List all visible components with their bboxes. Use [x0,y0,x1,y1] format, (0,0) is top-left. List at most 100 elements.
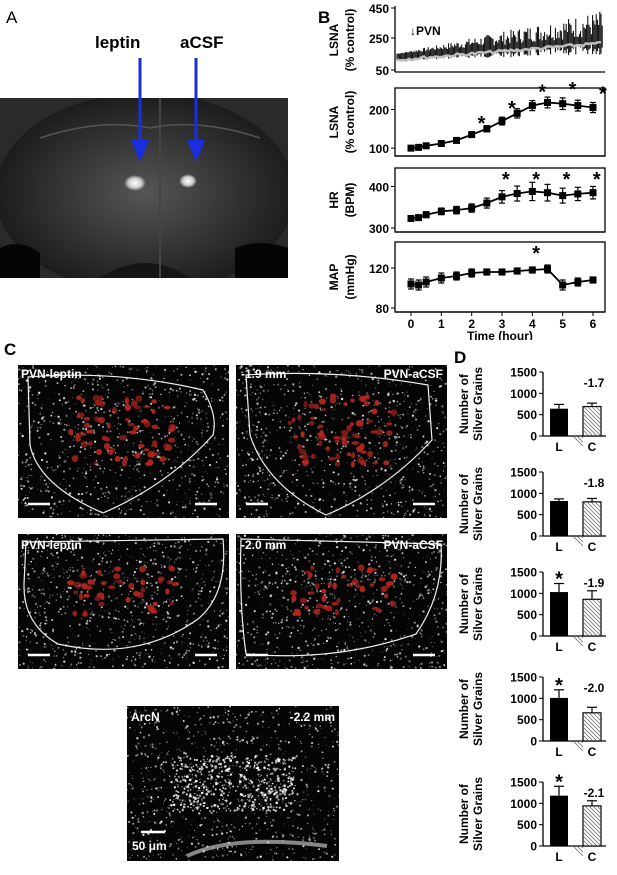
silver-grain [180,586,183,589]
silver-grain [206,422,209,425]
silver-grain [243,779,245,781]
silver-grain [244,415,246,417]
silver-grain [281,501,283,502]
silver-grain [46,572,49,575]
silver-grain [269,603,272,606]
silver-grain [138,830,140,833]
silver-grain [52,469,55,472]
silver-grain [259,467,262,470]
silver-grain [396,547,398,549]
silver-grain [329,561,331,563]
silver-grain [186,392,188,394]
silver-grain [255,574,257,576]
silver-grain [440,449,443,452]
silver-grain [197,593,200,595]
silver-grain [119,365,122,368]
silver-grain [193,480,195,482]
silver-grain [259,392,261,394]
silver-grain [386,490,388,492]
silver-grain [226,483,228,485]
silver-grain [264,805,266,807]
silver-grain [118,558,121,561]
silver-grain [213,628,215,630]
silver-grain [89,608,91,610]
silver-grain [134,639,135,641]
silver-grain [438,666,441,668]
silver-grain [279,740,282,743]
silver-grain [286,431,288,433]
silver-grain [308,613,311,615]
labeled-cell [332,582,337,590]
hr-significance-star: * [593,169,601,191]
silver-grain [106,430,109,433]
silver-grain [337,449,339,451]
silver-grain [330,830,332,832]
silver-grain [176,395,179,397]
silver-grain [400,645,402,647]
silver-grain [249,571,251,573]
silver-grain [278,567,279,569]
lsna-y-tick-label: 200 [369,103,389,117]
silver-grain [88,619,91,622]
silver-grain [39,427,42,429]
silver-grain [383,424,386,427]
silver-grain [268,441,270,443]
silver-grain [407,565,410,569]
silver-grain [123,444,125,446]
silver-grain [280,489,282,490]
silver-grain [213,723,215,726]
silver-grain [284,451,287,455]
silver-grain [275,831,277,833]
silver-grain [195,494,197,496]
silver-grain [196,423,198,425]
silver-grain [54,663,57,666]
silver-grain [435,569,437,571]
silver-grain [159,657,160,659]
silver-grain [195,497,198,500]
silver-grain [322,721,324,722]
silver-grain [153,558,156,561]
silver-grain [195,399,198,402]
silver-grain [154,502,156,504]
silver-grain [284,666,286,669]
silver-grain [159,842,162,845]
silver-grain [221,742,224,745]
silver-grain [196,417,199,420]
panel-label-b: B [318,8,331,27]
silver-grain [293,407,295,409]
silver-grain [324,374,327,377]
silver-grain [104,554,107,557]
silver-grain [378,421,380,423]
silver-grain [250,365,253,367]
silver-grain [356,377,360,380]
silver-grain [347,657,349,660]
silver-grain [372,502,373,504]
silver-grain [370,555,373,558]
silver-grain [70,387,73,390]
trace-pvn-marker: ↓PVN [410,24,441,38]
silver-grain [285,567,287,570]
silver-grain [30,474,33,477]
silver-grain [391,468,393,470]
silver-grain [348,437,350,439]
silver-grain [383,458,385,460]
silver-grain [121,380,124,382]
silver-grain [198,812,201,815]
silver-grain [260,582,263,585]
silver-grain [198,597,200,599]
silver-grain [210,805,213,808]
silver-grain [169,421,172,423]
silver-grain [441,410,443,413]
silver-grain [102,473,104,475]
silver-grain [193,391,195,393]
silver-grain [302,715,305,718]
silver-grain [325,388,327,391]
silver-grain [214,505,216,508]
silver-grain [304,510,307,514]
silver-grain [227,615,229,618]
silver-grain [143,632,145,634]
silver-grain [141,665,144,668]
silver-grain [387,511,389,513]
silver-grain [33,570,36,573]
silver-grain [71,627,73,629]
